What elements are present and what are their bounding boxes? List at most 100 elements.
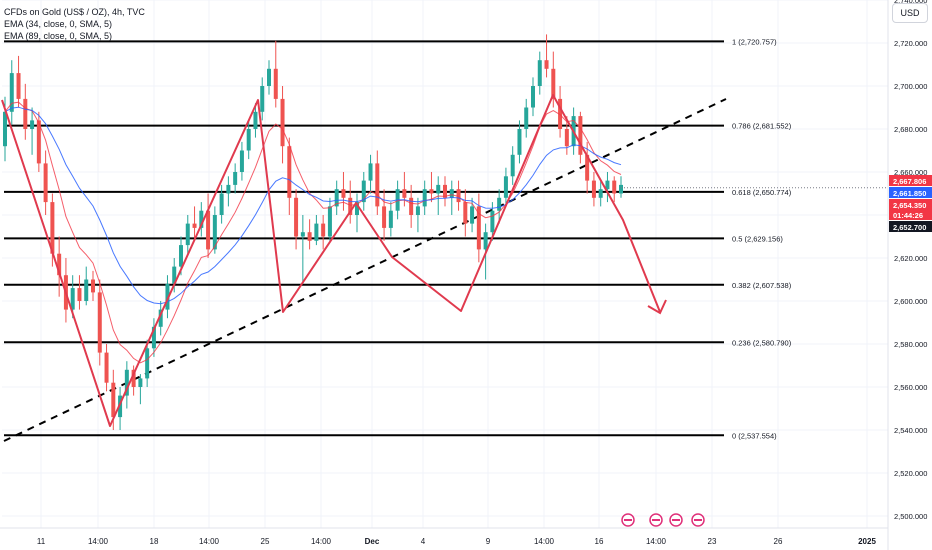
fib-level-label: 0 (2,537.554) <box>732 431 777 440</box>
candle-body <box>470 206 475 224</box>
price-label-bg <box>889 221 932 232</box>
x-tick-label: 26 <box>774 537 783 546</box>
x-tick-label: 4 <box>421 537 426 546</box>
candle-body <box>57 253 62 276</box>
candle-body <box>341 189 346 198</box>
candle-body <box>287 146 292 198</box>
candle-body <box>544 60 549 69</box>
candle-body <box>172 266 177 284</box>
y-tick-label: 2,520.000 <box>894 469 927 478</box>
price-label: 2,654.350 <box>893 201 926 210</box>
x-tick-label: 25 <box>261 537 270 546</box>
candle-body <box>334 189 339 207</box>
candle-body <box>185 223 190 246</box>
candle-body <box>348 197 353 215</box>
y-tick-label: 2,580.000 <box>894 340 927 349</box>
candle-body <box>409 197 414 215</box>
y-tick-label: 2,680.000 <box>894 125 927 134</box>
candle-body <box>84 279 89 301</box>
x-tick-label: 23 <box>708 537 717 546</box>
candle-body <box>294 197 299 237</box>
candle-body <box>280 98 285 147</box>
candle-body <box>456 189 461 203</box>
candle-body <box>158 309 163 327</box>
candle-body <box>531 86 535 108</box>
target-arrow-head <box>647 299 667 315</box>
candle-body <box>233 172 238 185</box>
ema34-legend: EMA (34, close, 0, SMA, 5) <box>4 19 113 29</box>
countdown-label: 01:44:26 <box>893 211 923 220</box>
y-tick-label: 2,720.000 <box>894 39 927 48</box>
candle-body <box>30 120 35 129</box>
candle-body <box>463 202 468 224</box>
y-tick-label: 2,740.000 <box>894 0 927 5</box>
candle-body <box>199 210 204 228</box>
price-label: 2,652.700 <box>893 223 926 232</box>
candle-body <box>483 232 488 250</box>
candle-body <box>497 197 502 211</box>
candle-body <box>558 98 563 129</box>
candle-body <box>124 369 129 396</box>
candle-body <box>3 111 7 147</box>
y-tick-label: 2,600.000 <box>894 297 927 306</box>
y-tick-label: 2,620.000 <box>894 254 927 263</box>
x-tick-label: 11 <box>37 537 46 546</box>
candle-body <box>368 163 373 181</box>
x-tick-label: 14:00 <box>534 537 555 546</box>
candle-body <box>97 292 102 353</box>
candle-body <box>70 288 75 310</box>
candle-body <box>612 180 617 194</box>
candle-body <box>267 68 271 86</box>
candle-body <box>598 189 603 198</box>
price-label: 2,667.806 <box>893 177 926 186</box>
candle-body <box>537 60 542 86</box>
price-label-bg <box>889 209 932 220</box>
candle-body <box>111 382 116 418</box>
candle-body <box>260 86 265 112</box>
candle-body <box>510 154 515 177</box>
candle-body <box>246 129 251 151</box>
x-tick-label: 14:00 <box>88 537 109 546</box>
price-label: 2,661.850 <box>893 189 926 198</box>
candle-body <box>476 206 481 250</box>
candle-body <box>273 68 278 99</box>
candle-body <box>321 223 326 237</box>
candle-body <box>206 210 211 250</box>
candle-body <box>307 232 312 241</box>
y-tick-label: 2,660.000 <box>894 168 927 177</box>
candle-body <box>585 154 590 181</box>
candle-body <box>179 245 183 267</box>
candle-body <box>165 283 170 310</box>
candle-body <box>375 163 380 207</box>
x-tick-label: 9 <box>486 537 491 546</box>
candle-body <box>253 111 258 129</box>
candle-body <box>104 352 109 383</box>
pattern-zigzag-line <box>1 94 661 427</box>
candle-body <box>355 202 359 215</box>
candle-body <box>77 288 82 301</box>
currency-button[interactable]: USD <box>892 3 928 23</box>
candle-body <box>564 129 569 147</box>
ema34-line <box>4 101 622 364</box>
candle-body <box>16 73 21 99</box>
price-label-bg <box>889 199 932 210</box>
candle-body <box>490 210 495 233</box>
candle-body <box>449 189 454 198</box>
candle-body <box>503 176 508 198</box>
candle-body <box>192 223 197 228</box>
x-tick-label: Dec <box>365 537 380 546</box>
candle-body <box>429 189 434 194</box>
candle-body <box>415 206 420 215</box>
candle-body <box>300 232 305 237</box>
x-tick-label: 2025 <box>858 537 876 546</box>
x-tick-label: 18 <box>150 537 159 546</box>
candle-body <box>443 184 447 198</box>
y-tick-label: 2,540.000 <box>894 426 927 435</box>
candle-body <box>219 193 224 215</box>
price-label-bg <box>889 175 932 186</box>
chart-legend: CFDs on Gold (US$ / OZ), 4h, TVC EMA (34… <box>4 6 145 42</box>
x-tick-label: 16 <box>595 537 604 546</box>
x-tick-label: 14:00 <box>311 537 332 546</box>
candle-body <box>361 180 366 203</box>
